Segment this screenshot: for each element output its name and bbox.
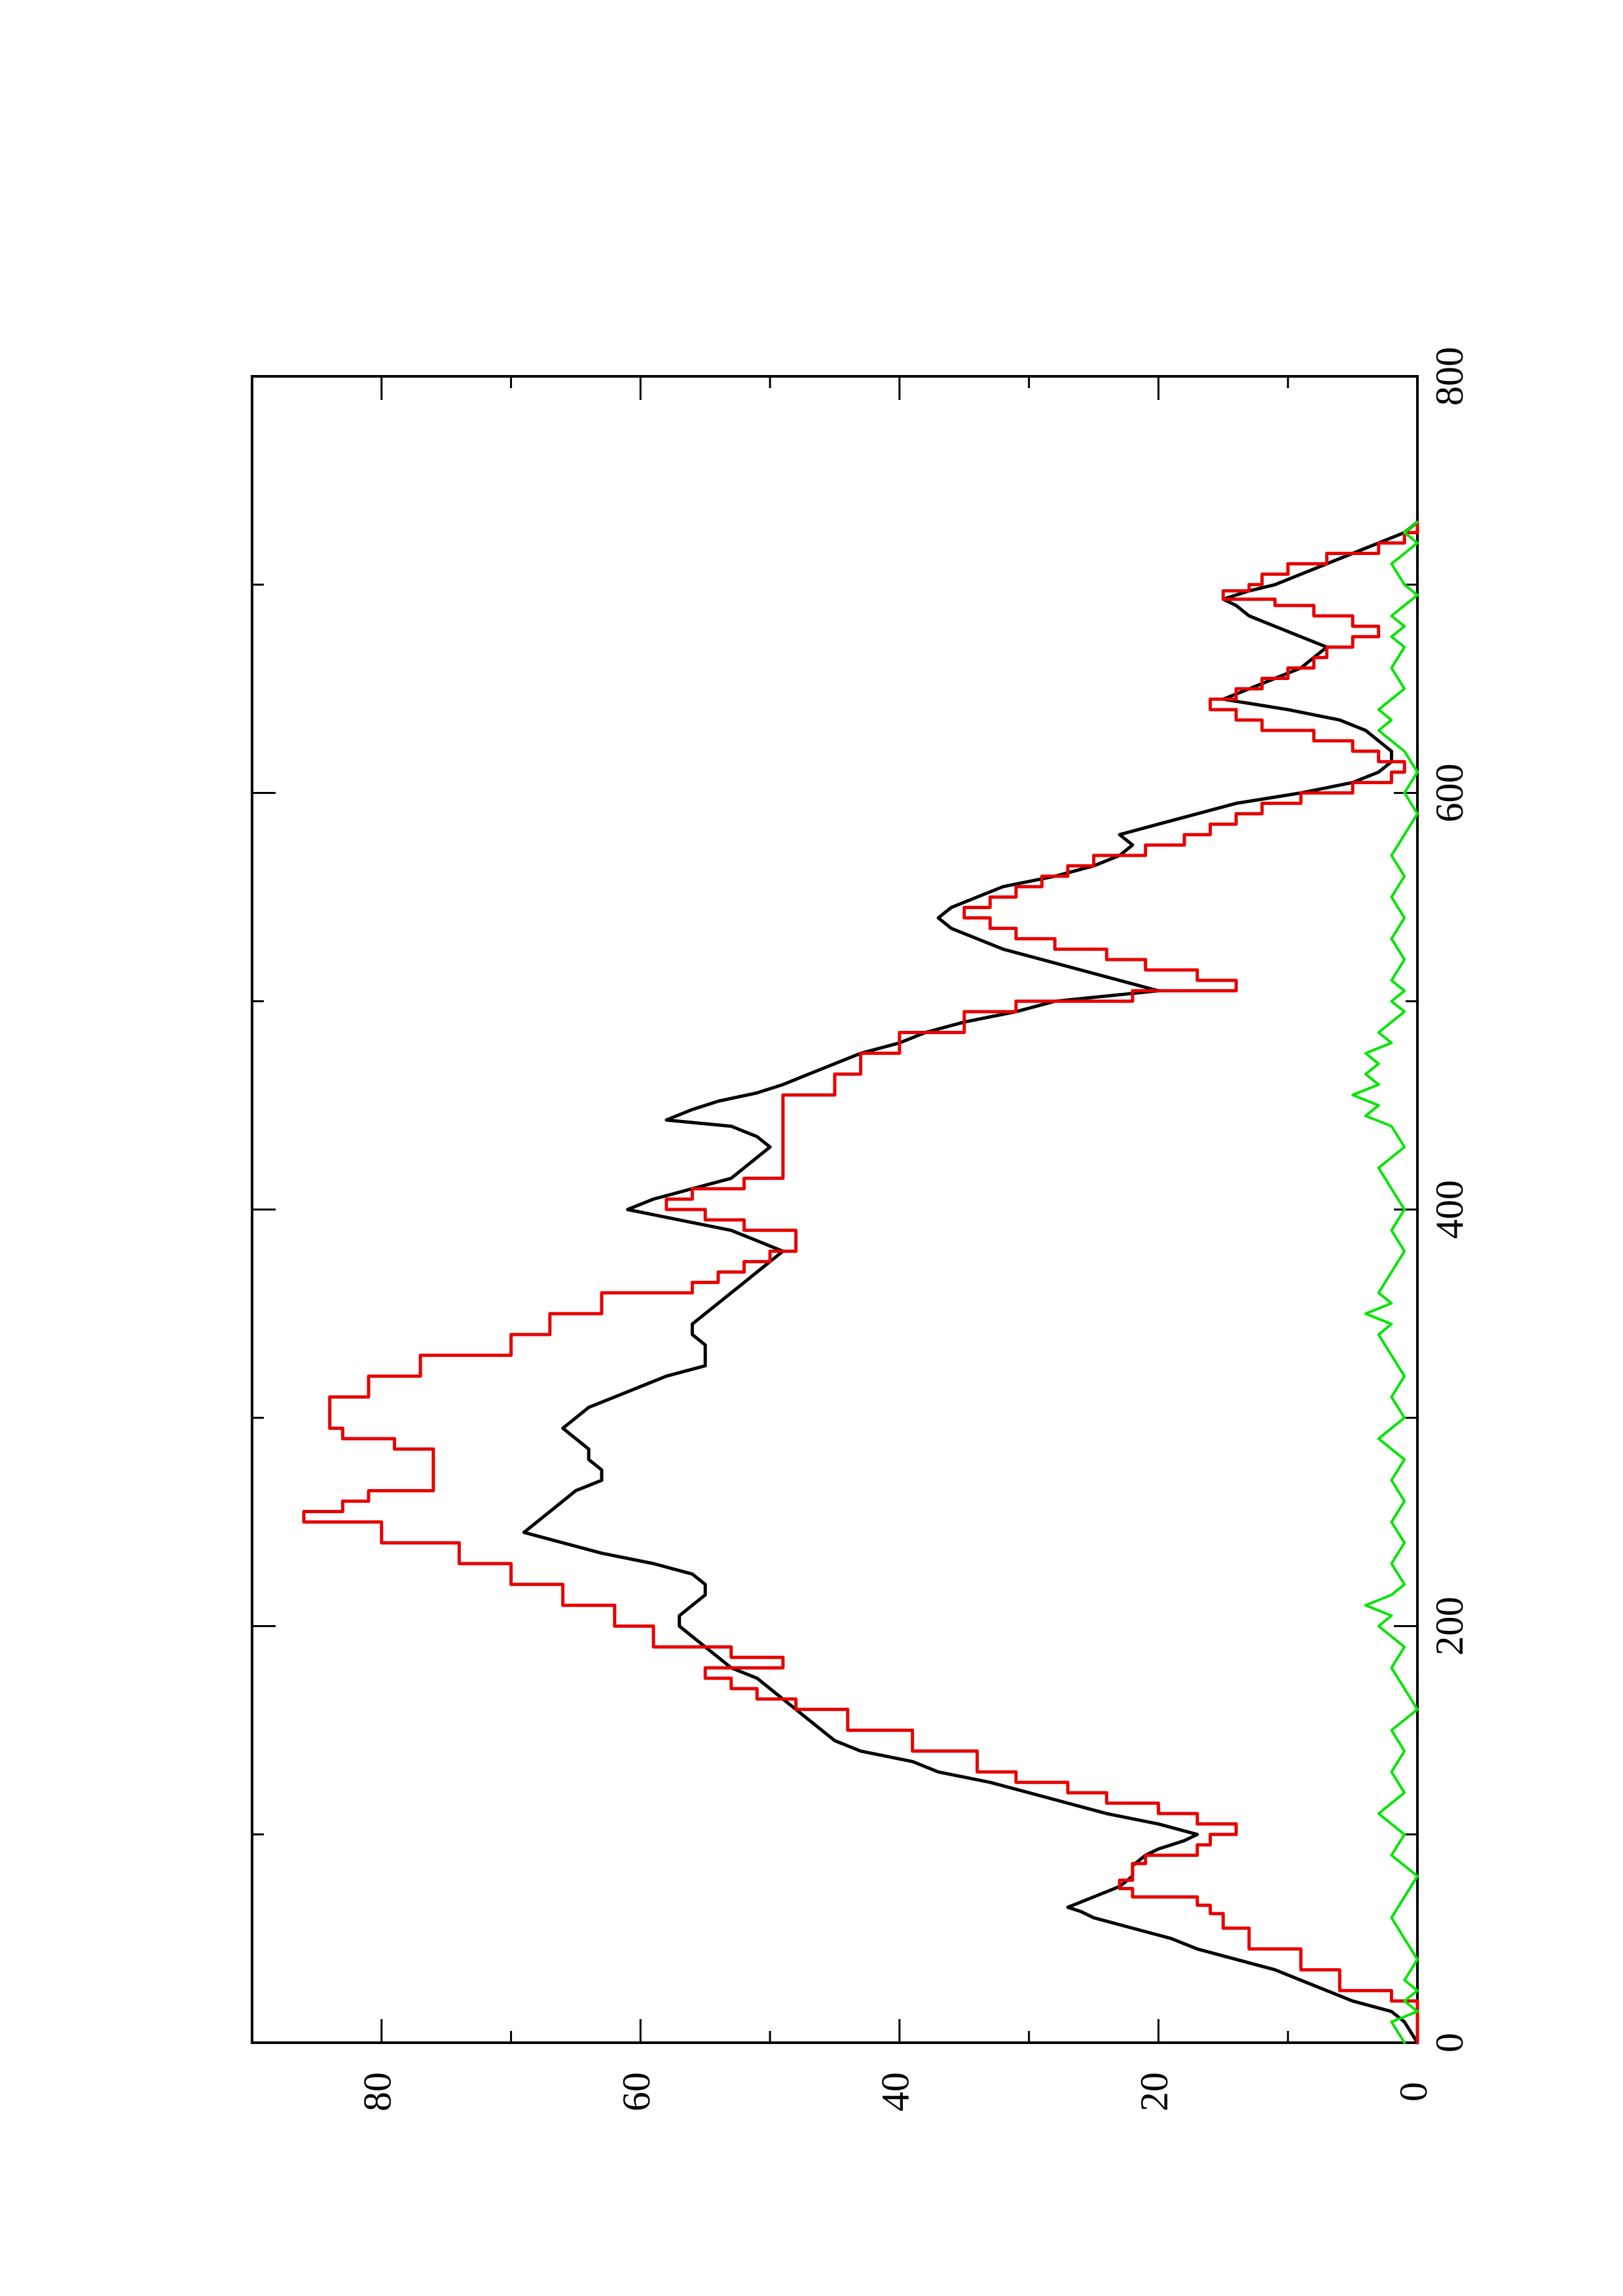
y-tick-label: 80 <box>356 2072 399 2111</box>
x-tick-label: 0 <box>1428 2033 1471 2053</box>
series-line-2 <box>302 520 1419 2045</box>
axis-ticks <box>252 375 1419 2044</box>
plot-frame <box>251 375 1419 2044</box>
y-tick-label: 40 <box>874 2072 917 2111</box>
x-tick-label: 200 <box>1428 1597 1471 1656</box>
y-tick-label: 0 <box>1392 2082 1435 2102</box>
x-tick-label: 600 <box>1428 764 1471 823</box>
x-tick-label: 800 <box>1428 347 1471 406</box>
series-line-3 <box>1351 520 1419 2044</box>
series-layer <box>302 520 1419 2045</box>
x-tick-label: 400 <box>1428 1180 1471 1239</box>
axis-tick-labels: 0 200 400 600 800 0 20 40 60 80 <box>356 347 1471 2111</box>
series-line-1 <box>522 520 1419 2045</box>
y-tick-label: 20 <box>1133 2072 1176 2111</box>
y-tick-label: 60 <box>615 2072 658 2111</box>
